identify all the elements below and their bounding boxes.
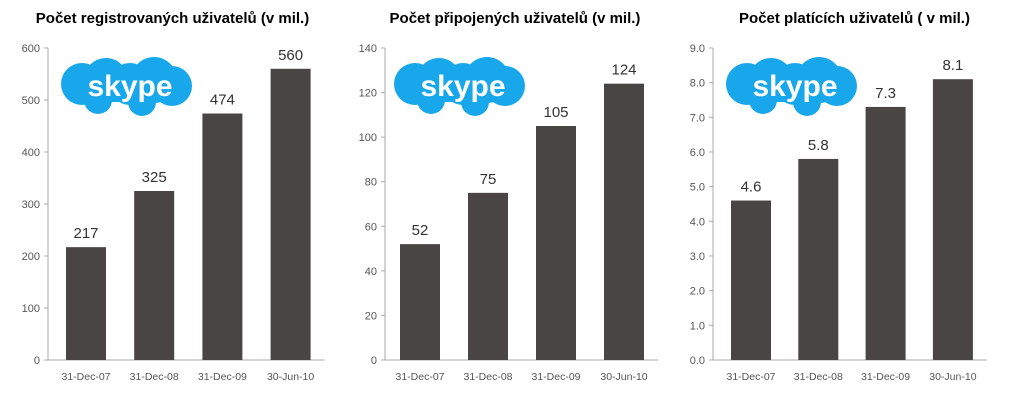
y-tick-label: 100 <box>22 303 40 315</box>
value-label: 4.6 <box>741 179 762 196</box>
y-tick-label: 3.0 <box>690 251 705 263</box>
bar-chart-connected: 0 20 40 60 80 100 120 140 52 31-Dec-07 75 31-Dec-08… <box>359 43 658 383</box>
logo-wordmark: skype <box>420 70 505 103</box>
y-tick-label: 5.0 <box>690 182 705 194</box>
bar <box>66 247 106 360</box>
bar <box>202 113 243 361</box>
logo-wordmark: skype <box>752 70 837 103</box>
chart-panel-paying: Počet platících uživatelů ( v mil.) 0.0 1… <box>685 0 1024 404</box>
y-tick-label: 1.0 <box>690 320 705 332</box>
y-tick-label: 500 <box>22 95 40 107</box>
bar <box>400 244 440 360</box>
y-tick-label: 300 <box>22 199 40 211</box>
x-tick-label: 31-Dec-08 <box>130 371 179 383</box>
logo-cloud-shape <box>409 72 517 102</box>
value-label: 325 <box>142 169 167 186</box>
bar-chart-paying: 0.0 1.0 2.0 3.0 4.0 5.0 6.0 7.0 8.0 9.0 4.6 31-Dec-… <box>690 43 987 383</box>
y-tick-label: 400 <box>22 147 40 159</box>
bar <box>604 83 644 361</box>
y-tick-label: 120 <box>359 88 377 100</box>
x-tick-label: 31-Dec-07 <box>395 371 444 383</box>
bar <box>798 158 839 360</box>
bar <box>865 106 906 360</box>
x-tick-label: 30-Jun-10 <box>267 371 314 383</box>
chart-panel-registered: Počet registrovaných uživatelů (v mil.) … <box>0 0 345 404</box>
logo-cloud-shape <box>741 72 849 102</box>
bar <box>270 68 311 361</box>
logo-cloud-shape <box>76 72 184 102</box>
x-tick-label: 31-Dec-07 <box>726 371 775 383</box>
y-tick-label: 80 <box>365 177 377 189</box>
y-tick-label: 4.0 <box>690 216 705 228</box>
bar <box>134 191 175 360</box>
x-tick-label: 31-Dec-08 <box>794 371 843 383</box>
y-tick-label: 7.0 <box>690 112 705 124</box>
bar <box>932 79 973 360</box>
y-tick-label: 0 <box>371 355 377 367</box>
bar <box>468 192 508 360</box>
x-tick-label: 31-Dec-08 <box>463 371 512 383</box>
y-tick-label: 8.0 <box>690 78 705 90</box>
logo-wordmark: skype <box>87 70 172 103</box>
chart-title: Počet platících uživatelů ( v mil.) <box>739 10 970 27</box>
x-tick-label: 31-Dec-09 <box>861 371 910 383</box>
y-tick-label: 9.0 <box>690 43 705 55</box>
y-tick-label: 6.0 <box>690 147 705 159</box>
skype-logo-icon: skype <box>726 57 857 116</box>
value-label: 560 <box>278 47 303 64</box>
value-label: 7.3 <box>875 85 896 102</box>
y-tick-label: 40 <box>365 266 377 278</box>
value-label: 5.8 <box>808 137 829 154</box>
value-label: 105 <box>543 104 568 121</box>
value-label: 474 <box>210 92 235 109</box>
bar-chart-registered: 0 100 200 300 400 500 600 217 31-Dec-07 325 31-Dec… <box>22 43 325 383</box>
bar <box>731 200 771 360</box>
chart-panel-connected: Počet připojených uživatelů (v mil.) 0 20… <box>345 0 685 404</box>
bar <box>536 126 576 360</box>
y-tick-label: 60 <box>365 221 377 233</box>
y-tick-label: 100 <box>359 132 377 144</box>
value-label: 52 <box>412 222 429 239</box>
chart-title: Počet registrovaných uživatelů (v mil.) <box>35 10 310 27</box>
y-tick-label: 0 <box>34 355 40 367</box>
value-label: 124 <box>611 62 636 79</box>
value-label: 8.1 <box>942 57 963 74</box>
x-tick-label: 31-Dec-09 <box>531 371 580 383</box>
y-tick-label: 20 <box>365 310 377 322</box>
value-label: 75 <box>480 171 497 188</box>
x-tick-label: 30-Jun-10 <box>929 371 976 383</box>
y-tick-label: 200 <box>22 251 40 263</box>
x-tick-label: 30-Jun-10 <box>600 371 647 383</box>
skype-logo-icon: skype <box>61 57 192 116</box>
x-tick-label: 31-Dec-09 <box>198 371 247 383</box>
value-label: 217 <box>73 225 98 242</box>
chart-title: Počet připojených uživatelů (v mil.) <box>389 10 641 27</box>
y-tick-label: 600 <box>22 43 40 55</box>
y-tick-label: 0.0 <box>690 355 705 367</box>
y-tick-label: 2.0 <box>690 286 705 298</box>
x-tick-label: 31-Dec-07 <box>61 371 110 383</box>
skype-logo-icon: skype <box>394 57 525 116</box>
y-tick-label: 140 <box>359 43 377 55</box>
